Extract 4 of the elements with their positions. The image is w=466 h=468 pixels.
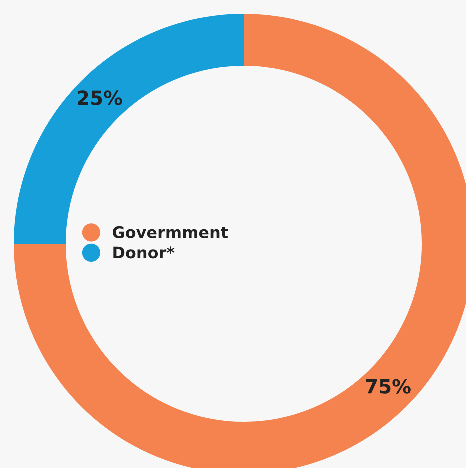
legend-label: Govermment <box>113 226 228 239</box>
data-label: 25% <box>78 90 122 106</box>
legend-label: Donor* <box>114 246 175 259</box>
data-label: 75% <box>366 379 411 394</box>
